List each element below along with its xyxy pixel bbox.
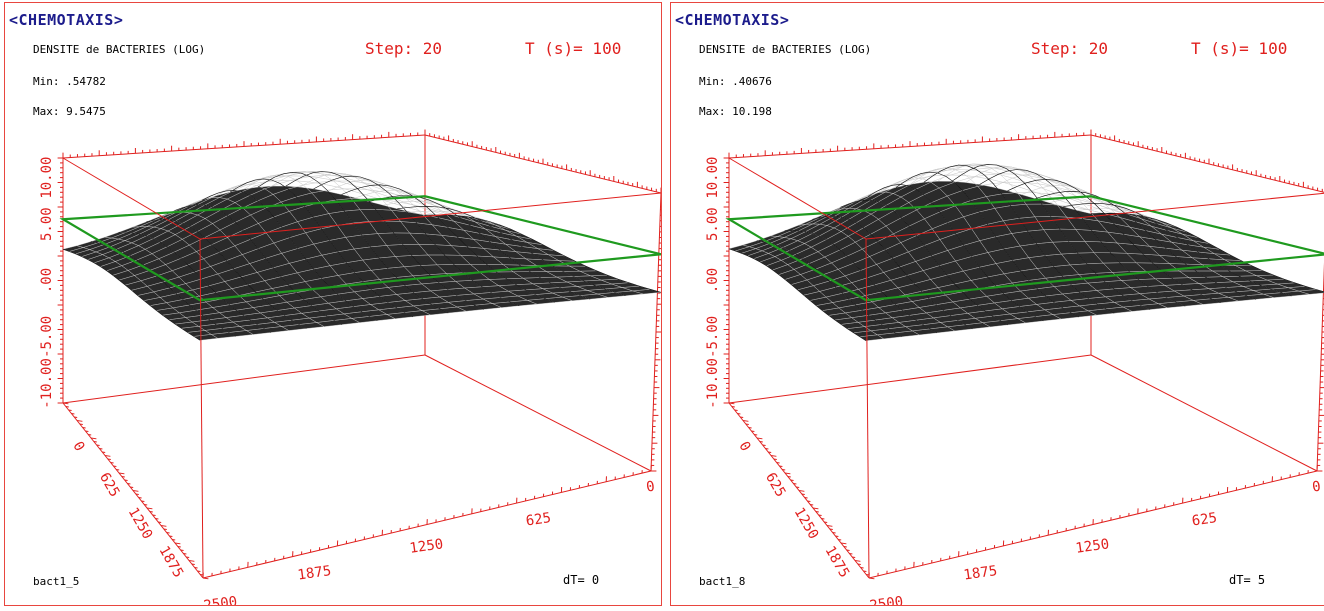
dt-value: dT= 5 xyxy=(1229,573,1266,587)
max-value: Max: 9.5475 xyxy=(33,105,106,118)
reference-plane xyxy=(59,195,661,302)
file-name: bact1_8 xyxy=(699,575,746,588)
tick-bottom-left xyxy=(770,455,777,457)
tick-bottom-left xyxy=(118,472,125,475)
step-counter: Step: 20 xyxy=(1031,39,1109,58)
x-tick-label: 1250 xyxy=(1075,536,1111,557)
tick-bottom-left xyxy=(840,542,847,545)
box-edge-front xyxy=(865,238,870,579)
tick-bottom-left xyxy=(76,420,83,422)
tick-bottom-left xyxy=(798,490,805,492)
box-edge-front xyxy=(199,238,204,579)
box-edge xyxy=(728,354,1092,404)
min-value: Min: .54782 xyxy=(33,75,106,88)
x-tick-label: 0 xyxy=(645,479,656,496)
tick-bottom-left xyxy=(826,525,833,527)
density-surface xyxy=(728,163,1324,341)
tick-bottom-left xyxy=(188,560,195,562)
z-tick-label: -5.00 xyxy=(705,316,721,358)
simulation-panel-left: 10.00 5.00.00 -5.00 -10.00 0 625 1250 1875 2500 1… xyxy=(4,2,662,606)
density-surface xyxy=(62,171,661,341)
x-tick-label: 625 xyxy=(525,510,552,529)
z-tick-label: -10.00 xyxy=(39,358,55,409)
surface-plot: 10.005.00.00-5.00-10.0006251250187525001… xyxy=(705,129,1324,606)
tick-bottom-left xyxy=(104,455,111,457)
x-tick-label: 0 xyxy=(1311,479,1322,496)
x-tick-label: 625 xyxy=(1191,510,1218,529)
time-readout: T (s)= 100 xyxy=(1191,39,1288,58)
box-edge xyxy=(424,354,652,472)
x-tick-label: 1875 xyxy=(297,563,333,584)
box-edge-front xyxy=(728,157,867,240)
y-tick-label: 1250 xyxy=(791,505,822,542)
tick-bottom-left xyxy=(742,420,749,422)
z-tick-label: .00 xyxy=(705,268,721,293)
tick-bottom-left xyxy=(174,542,181,545)
box-edge xyxy=(62,354,426,404)
axis-ticks xyxy=(57,129,661,580)
z-tick-label: -5.00 xyxy=(39,316,55,358)
dt-value: dT= 0 xyxy=(563,573,600,587)
time-readout: T (s)= 100 xyxy=(525,39,622,58)
box-edge-front xyxy=(199,192,661,240)
surface-mesh xyxy=(728,163,1324,341)
z-tick-label: 10.00 xyxy=(39,157,55,199)
tick-bottom-left xyxy=(784,472,791,475)
y-tick-label: 625 xyxy=(96,470,123,500)
tick-bottom-left xyxy=(854,560,861,562)
chart-subtitle: DENSITE de BACTERIES (LOG) xyxy=(33,43,206,56)
z-tick-label: 10.00 xyxy=(705,157,721,199)
box-edge-front xyxy=(865,192,1324,240)
z-tick-label: 5.00 xyxy=(705,207,721,241)
y-tick-label: 0 xyxy=(69,439,87,454)
x-tick-label: 2500 xyxy=(869,594,905,606)
z-tick-label: .00 xyxy=(39,268,55,293)
reference-plane xyxy=(725,195,1324,302)
axis-tick-labels: 10.005.00.00-5.00-10.0006251250187525001… xyxy=(705,157,1322,606)
surface-mesh-lines xyxy=(62,171,661,341)
y-tick-label: 0 xyxy=(735,439,753,454)
tick-bottom-left xyxy=(160,525,167,527)
box-edge-front xyxy=(62,157,201,240)
tick-bottom-left xyxy=(202,577,209,580)
box-edge xyxy=(1090,134,1324,193)
tick-bottom-left xyxy=(728,402,735,405)
tick-bottom-left xyxy=(756,437,763,440)
surface-mesh-lines xyxy=(728,164,1324,341)
box-edge xyxy=(1090,354,1318,472)
axes-box-front xyxy=(728,157,1324,579)
app-title: <CHEMOTAXIS> xyxy=(675,11,790,29)
step-counter: Step: 20 xyxy=(365,39,443,58)
simulation-panel-right: 10.00 5.00.00 -5.00 -10.00 0 625 1250 1875 2500 1… xyxy=(670,2,1324,606)
reference-plane-outline xyxy=(59,195,661,302)
tick-bottom-left xyxy=(62,402,69,405)
max-value: Max: 10.198 xyxy=(699,105,772,118)
tick-bottom-left xyxy=(868,577,875,580)
surface-plot: 10.005.00.00-5.00-10.0006251250187525001… xyxy=(39,129,661,606)
x-tick-label: 1250 xyxy=(409,536,445,557)
reference-plane-outline xyxy=(725,195,1324,302)
y-tick-label: 1875 xyxy=(822,543,853,580)
tick-bottom-left xyxy=(146,507,153,510)
tick-bottom-left xyxy=(812,507,819,510)
tick-bottom-left xyxy=(90,437,97,440)
y-tick-label: 1875 xyxy=(156,543,187,580)
file-name: bact1_5 xyxy=(33,575,80,588)
z-tick-label: -10.00 xyxy=(705,358,721,409)
chart-subtitle: DENSITE de BACTERIES (LOG) xyxy=(699,43,872,56)
y-tick-label: 625 xyxy=(762,470,789,500)
tick-bottom-left xyxy=(132,490,139,492)
axis-ticks xyxy=(723,129,1324,580)
axes-box-front xyxy=(62,157,661,579)
x-tick-label: 1875 xyxy=(963,563,999,584)
surface-mesh xyxy=(62,171,661,341)
y-tick-label: 1250 xyxy=(125,505,156,542)
app-title: <CHEMOTAXIS> xyxy=(9,11,124,29)
min-value: Min: .40676 xyxy=(699,75,772,88)
x-tick-label: 2500 xyxy=(203,594,239,606)
z-tick-label: 5.00 xyxy=(39,207,55,241)
